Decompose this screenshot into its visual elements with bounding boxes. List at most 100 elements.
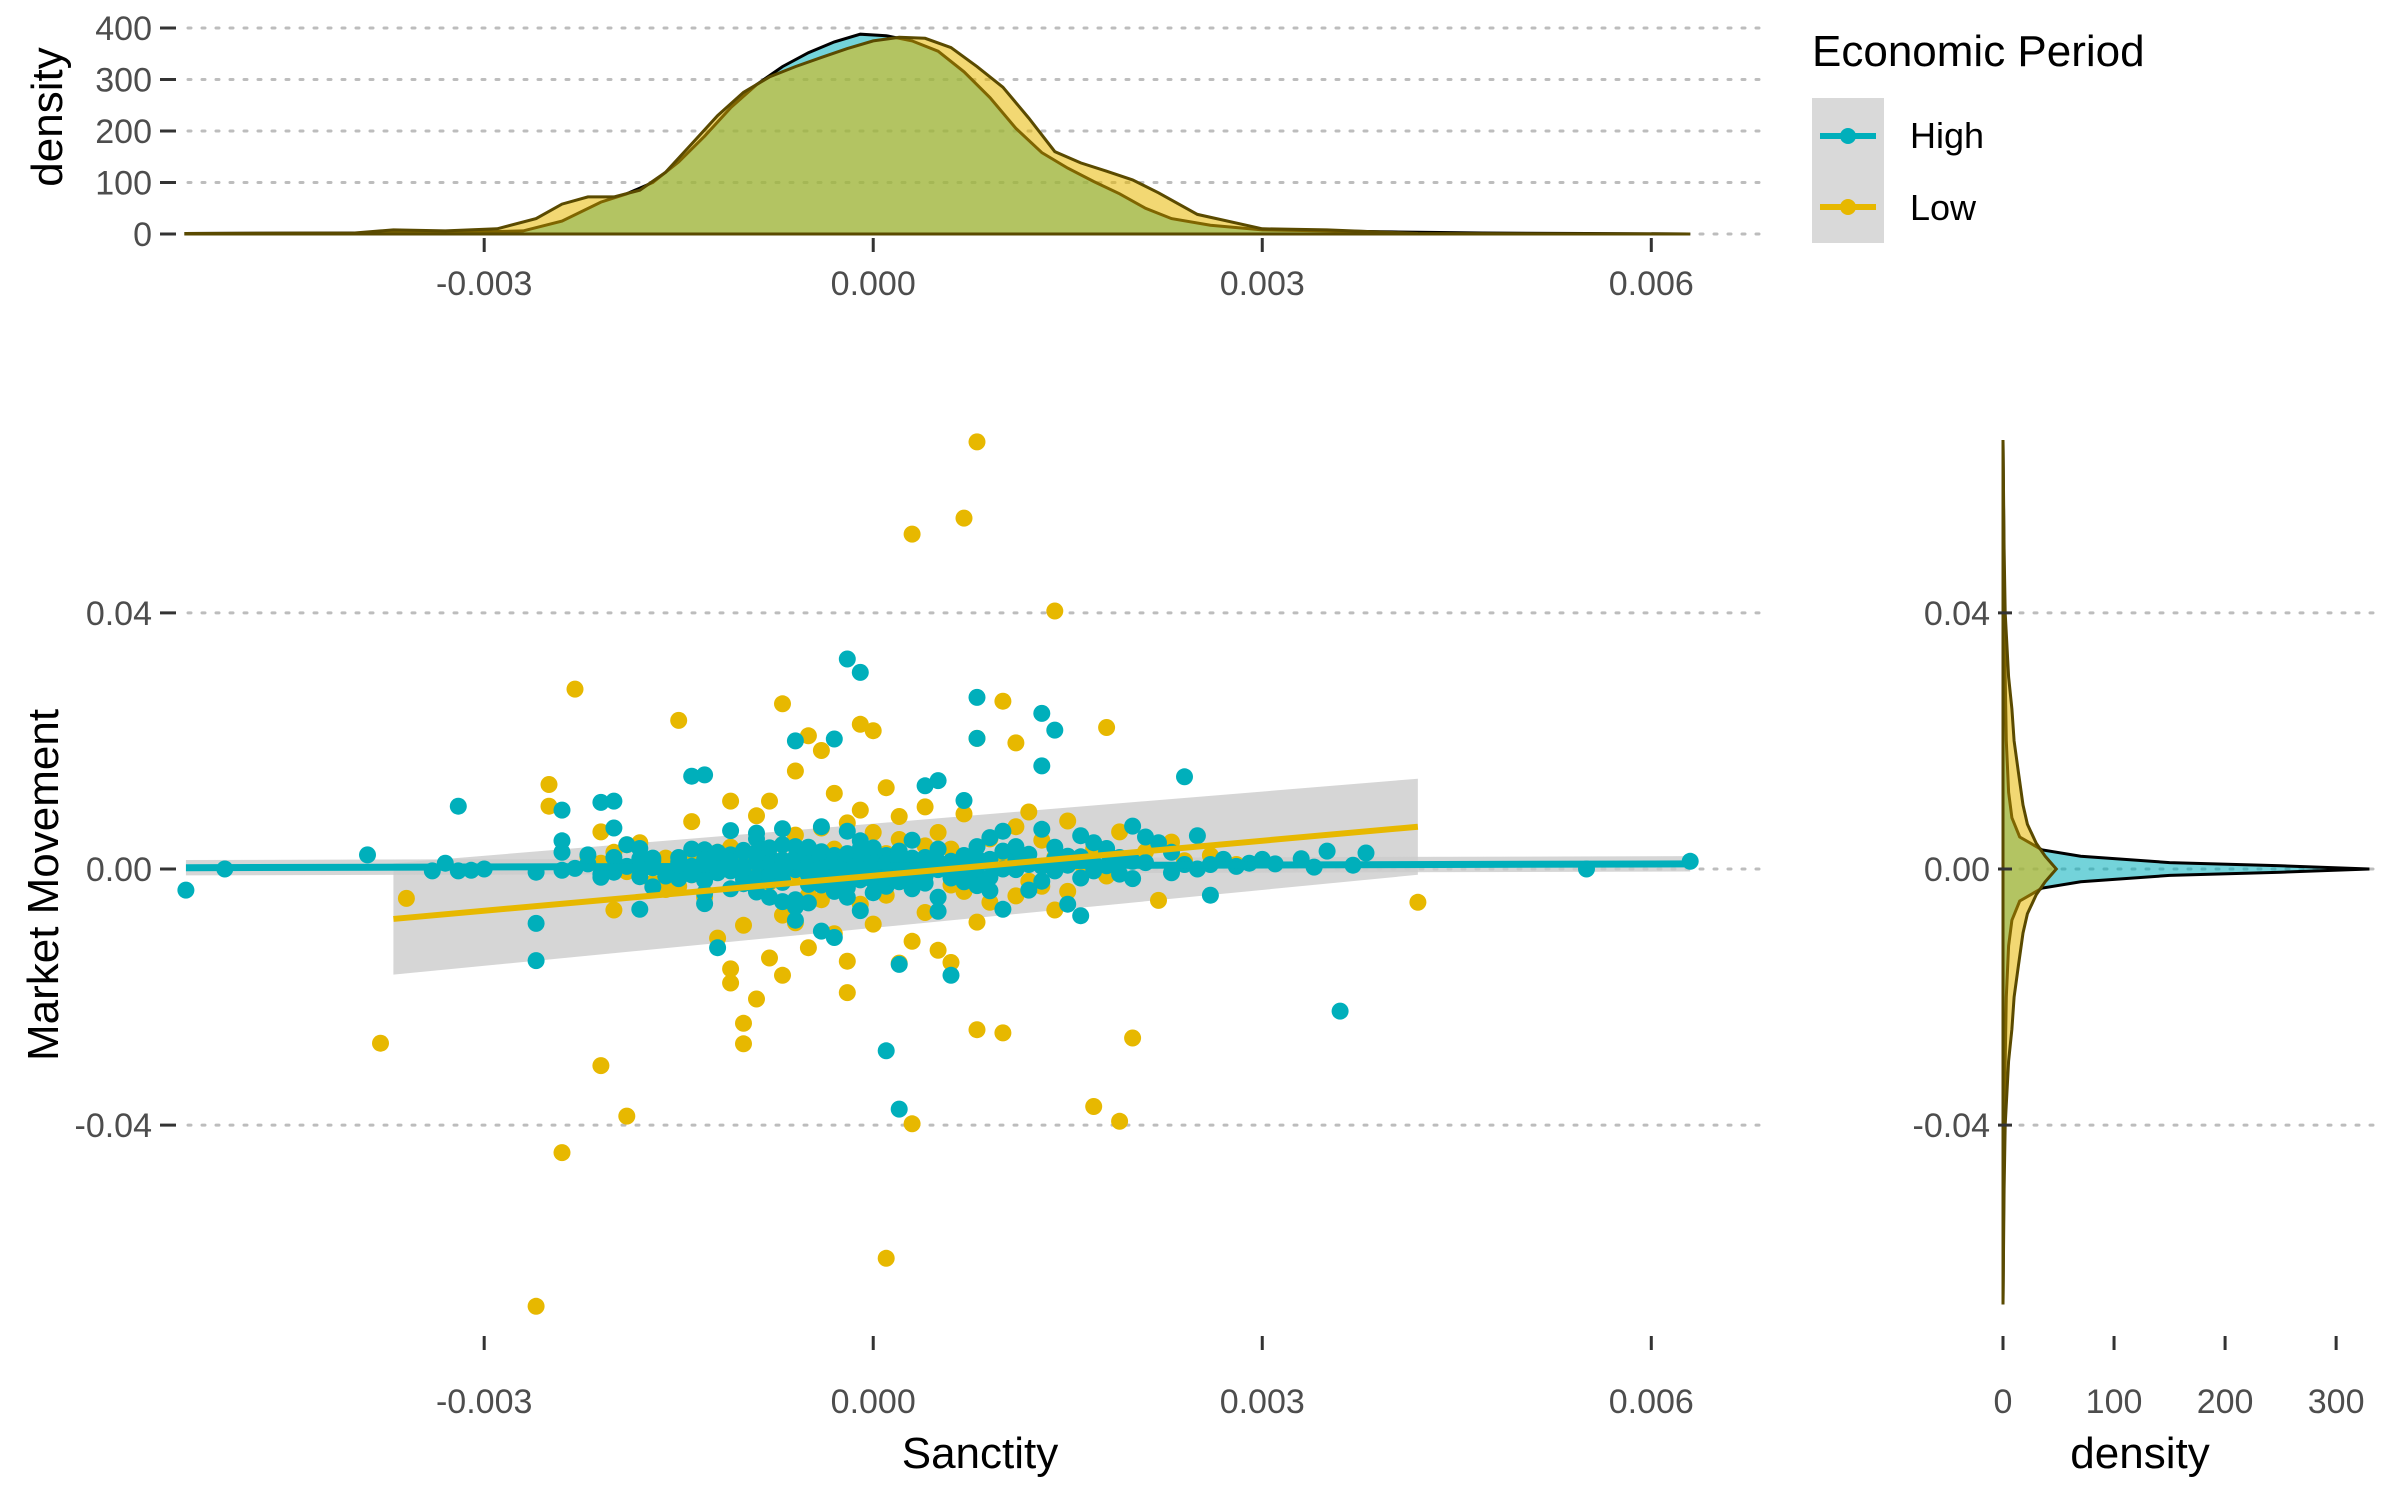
scatter-point-high xyxy=(683,840,701,858)
right-x-tick-label: 200 xyxy=(2197,1383,2254,1421)
scatter-point-low xyxy=(735,916,752,934)
scatter-point-high xyxy=(864,884,882,902)
legend-item-low: Low xyxy=(1820,187,1977,228)
scatter-point-high xyxy=(1124,870,1142,888)
scatter-point-low xyxy=(812,891,830,909)
scatter-point-low xyxy=(722,960,740,978)
scatter-point-high xyxy=(618,836,636,854)
scatter-point-low xyxy=(929,824,947,841)
scatter-point-high xyxy=(864,839,882,857)
legend-key-background xyxy=(1812,98,1884,243)
scatter-point-low xyxy=(735,1035,752,1053)
scatter-point-high xyxy=(786,898,804,916)
scatter-point-high xyxy=(735,843,752,861)
scatter-point-high xyxy=(981,882,999,900)
top-density-low xyxy=(184,35,1691,236)
scatter-point-high xyxy=(631,900,649,918)
scatter-point-low xyxy=(890,808,908,825)
scatter-point-low xyxy=(566,680,584,698)
scatter-point-high xyxy=(1007,838,1025,856)
scatter-point-low xyxy=(657,849,675,867)
scatter-point-high xyxy=(851,902,869,920)
scatter-point-high xyxy=(955,873,973,891)
legend-key-low-point xyxy=(1840,199,1856,215)
scatter-point-high xyxy=(1046,838,1064,856)
right-x-tick-label: 300 xyxy=(2308,1383,2365,1421)
scatter-point-low xyxy=(372,1034,389,1052)
right-y-tick-label: -0.04 xyxy=(1913,1107,1991,1145)
scatter-point-high xyxy=(968,877,986,895)
scatter-point-low xyxy=(851,715,869,733)
scatter-point-high xyxy=(890,955,908,973)
scatter-point-high xyxy=(631,868,649,886)
scatter-point-low xyxy=(1046,901,1064,919)
scatter-point-low xyxy=(1111,823,1129,841)
scatter-point-low xyxy=(761,792,778,810)
scatter-point-high xyxy=(981,829,999,847)
scatter-point-high xyxy=(670,849,688,866)
scatter-point-high xyxy=(605,819,623,837)
scatter-point-high xyxy=(825,929,843,946)
scatter-point-low xyxy=(929,941,947,959)
scatter-point-low xyxy=(864,824,882,841)
right-density-panel: 0.04 0.00 -0.04 0 100 200 300 density xyxy=(1913,439,2380,1478)
y-axis-title: Market Movement xyxy=(19,709,68,1061)
scatter-point-low xyxy=(527,1297,545,1315)
scatter-point-low xyxy=(968,1021,986,1039)
x-axis-title: Sanctity xyxy=(902,1429,1059,1478)
right-density-x-axis-title: density xyxy=(2070,1429,2209,1478)
scatter-point-high xyxy=(1072,869,1090,887)
scatter-point-high xyxy=(825,730,843,748)
scatter-point-high xyxy=(1201,886,1219,904)
scatter-point-low xyxy=(722,974,740,992)
top-density-areas xyxy=(184,32,1691,236)
main-y-tick-label: -0.04 xyxy=(75,1107,153,1145)
top-x-tick-label: 0.000 xyxy=(831,265,916,303)
scatter-point-high xyxy=(838,888,856,906)
scatter-point-high xyxy=(761,888,778,906)
scatter-point-high xyxy=(1124,817,1142,835)
scatter-point-high xyxy=(1188,827,1206,845)
scatter-point-low xyxy=(683,813,701,831)
scatter-point-low xyxy=(540,776,558,793)
scatter-point-high xyxy=(812,843,830,861)
scatter-point-low xyxy=(605,901,623,919)
top-density-y-axis-title: density xyxy=(23,47,72,186)
scatter-point-high xyxy=(955,792,973,809)
right-y-tick-label: 0.04 xyxy=(1924,595,1990,633)
scatter-point-high xyxy=(761,839,778,857)
scatter-point-high xyxy=(631,840,649,857)
scatter-point-high xyxy=(851,663,869,681)
scatter-point-low xyxy=(799,727,817,745)
scatter-point-low xyxy=(618,1107,636,1125)
top-x-tick-label: -0.003 xyxy=(436,265,532,303)
scatter-point-high xyxy=(696,872,714,889)
scatter-point-high xyxy=(903,831,921,849)
trend-lines xyxy=(185,823,1691,922)
scatter-point-high xyxy=(177,881,195,899)
scatter-point-low xyxy=(903,525,921,543)
scatter-point-low xyxy=(774,966,791,984)
scatter-point-low xyxy=(774,906,791,924)
top-density-y-ticks: 0 100 200 300 400 xyxy=(95,10,176,254)
main-x-tick-label: 0.003 xyxy=(1220,1383,1305,1421)
scatter-point-low xyxy=(877,779,895,797)
main-scatter-panel: -0.04 0.00 0.04 -0.003 0.000 0.003 0.006 Sanc… xyxy=(19,433,1770,1478)
scatter-point-low xyxy=(838,984,856,1002)
scatter-point-high xyxy=(748,868,765,886)
scatter-point-low xyxy=(994,1024,1012,1042)
scatter-point-low xyxy=(553,1144,571,1162)
right-density-areas xyxy=(2001,439,2370,1305)
scatter-point-low xyxy=(1007,887,1025,905)
top-y-tick-label: 0 xyxy=(133,216,152,254)
scatter-point-high xyxy=(838,845,856,863)
scatter-point-high xyxy=(929,840,947,858)
scatter-point-high xyxy=(838,650,856,668)
scatter-point-low xyxy=(1059,882,1077,900)
scatter-point-high xyxy=(877,1042,895,1060)
scatter-point-low xyxy=(994,692,1012,710)
scatter-point-high xyxy=(916,777,934,795)
main-y-ticks: -0.04 0.00 0.04 xyxy=(75,595,176,1145)
scatter-point-high xyxy=(553,801,571,819)
scatter-point-high xyxy=(1357,844,1375,862)
